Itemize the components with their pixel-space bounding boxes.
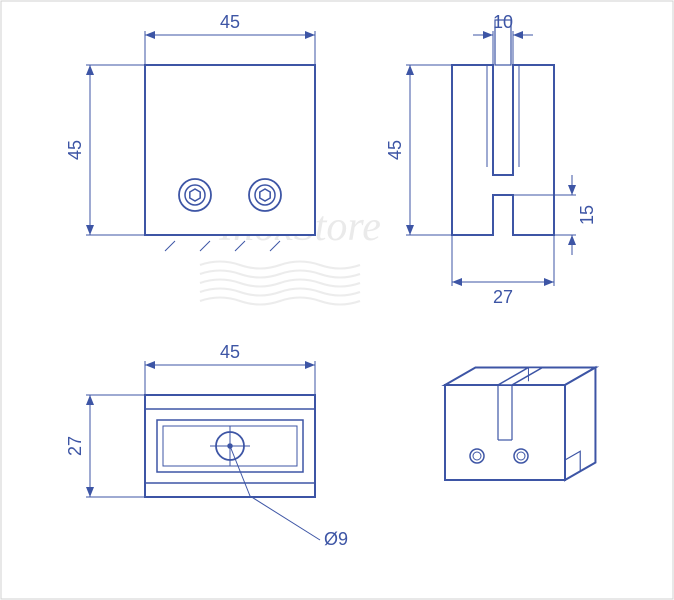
isometric-view [445, 368, 595, 481]
svg-text:45: 45 [220, 342, 240, 362]
svg-text:10: 10 [493, 12, 513, 32]
screw-icon [470, 449, 484, 463]
screw-icon [514, 449, 528, 463]
front-view [145, 65, 315, 251]
svg-text:45: 45 [385, 140, 405, 160]
svg-text:45: 45 [65, 140, 85, 160]
top-view [145, 395, 320, 540]
svg-text:45: 45 [220, 12, 240, 32]
svg-text:Ø9: Ø9 [324, 529, 348, 549]
svg-text:15: 15 [577, 205, 597, 225]
side-view [452, 20, 554, 235]
canvas-border [1, 1, 673, 599]
svg-text:27: 27 [493, 287, 513, 307]
screw-icon [249, 179, 281, 211]
svg-text:27: 27 [65, 436, 85, 456]
screw-icon [179, 179, 211, 211]
